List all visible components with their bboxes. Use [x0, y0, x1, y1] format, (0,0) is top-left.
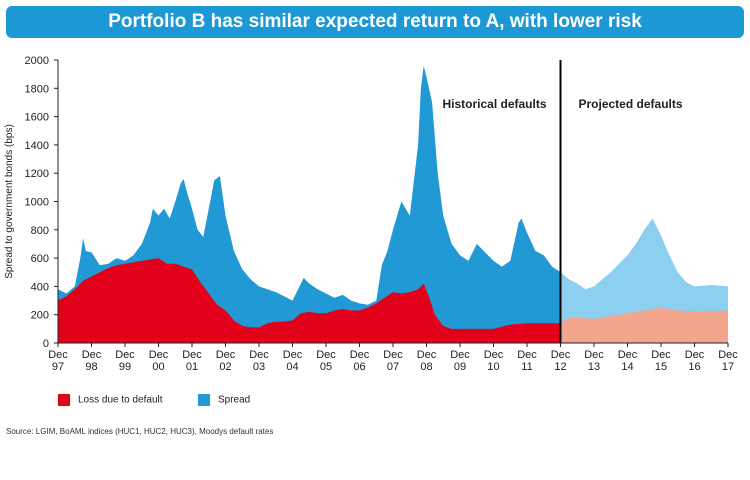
legend-swatch-loss — [58, 394, 70, 406]
axes-layer — [54, 59, 729, 347]
y-tick-label: 2000 — [25, 55, 49, 67]
x-tick-label-month: Dec — [182, 349, 202, 361]
x-tick-label-year: 12 — [554, 361, 566, 373]
x-tick-label-year: 97 — [52, 361, 64, 373]
x-tick-label-month: Dec — [283, 349, 303, 361]
annotation-historical-defaults: Historical defaults — [442, 97, 546, 111]
y-tick-label: 0 — [43, 338, 49, 350]
loss-area-layer — [58, 258, 728, 343]
x-tick-label-month: Dec — [484, 349, 504, 361]
x-tick-label-year: 05 — [320, 361, 332, 373]
x-tick-label-year: 15 — [655, 361, 667, 373]
legend-label-loss: Loss due to default — [78, 394, 163, 406]
x-tick-label-year: 01 — [186, 361, 198, 373]
legend-item-loss: Loss due to default — [58, 394, 163, 406]
x-tick-label-month: Dec — [651, 349, 671, 361]
x-tick-label-month: Dec — [584, 349, 604, 361]
y-tick-label: 1000 — [25, 197, 49, 209]
x-tick-label-month: Dec — [350, 349, 370, 361]
x-tick-label-month: Dec — [383, 349, 403, 361]
x-tick-label-month: Dec — [718, 349, 738, 361]
x-tick-label-year: 16 — [688, 361, 700, 373]
y-tick-label: 400 — [31, 281, 49, 293]
x-tick-label-year: 06 — [353, 361, 365, 373]
x-tick-label-year: 99 — [119, 361, 131, 373]
x-tick-label-year: 13 — [588, 361, 600, 373]
x-tick-label-year: 03 — [253, 361, 265, 373]
source-note: Source: LGIM, BoAML indices (HUC1, HUC2,… — [6, 427, 274, 436]
x-tick-label-month: Dec — [517, 349, 537, 361]
x-tick-label-month: Dec — [249, 349, 269, 361]
x-tick-label-year: 98 — [85, 361, 97, 373]
area-chart: 0200400600800100012001400160018002000Spr… — [4, 55, 738, 373]
x-tick-label-year: 17 — [722, 361, 734, 373]
x-tick-label-year: 09 — [454, 361, 466, 373]
y-tick-label: 600 — [31, 253, 49, 265]
x-tick-label-month: Dec — [450, 349, 470, 361]
x-tick-label-year: 11 — [521, 361, 532, 373]
x-tick-label-month: Dec — [48, 349, 68, 361]
x-tick-label-month: Dec — [149, 349, 169, 361]
loss-area-projected — [560, 307, 728, 343]
x-tick-label-month: Dec — [685, 349, 705, 361]
x-tick-label-year: 04 — [286, 361, 298, 373]
legend-item-spread: Spread — [198, 394, 250, 406]
legend-label-spread: Spread — [218, 394, 251, 406]
y-tick-label: 1600 — [25, 112, 49, 124]
y-tick-label: 200 — [31, 310, 49, 322]
x-tick-label-year: 10 — [487, 361, 499, 373]
chart-title: Portfolio B has similar expected return … — [6, 6, 744, 38]
x-tick-label-month: Dec — [316, 349, 336, 361]
labels-layer: 0200400600800100012001400160018002000Spr… — [4, 55, 738, 373]
x-tick-label-month: Dec — [115, 349, 135, 361]
y-axis-title: Spread to government bonds (bps) — [4, 124, 15, 279]
loss-area-historical — [58, 258, 561, 343]
y-tick-label: 800 — [31, 225, 49, 237]
x-tick-label-year: 08 — [420, 361, 432, 373]
x-tick-label-month: Dec — [216, 349, 236, 361]
legend-swatch-spread — [198, 394, 210, 406]
x-tick-label-month: Dec — [417, 349, 437, 361]
annotation-projected-defaults: Projected defaults — [579, 97, 683, 111]
y-tick-label: 1400 — [25, 140, 49, 152]
x-tick-label-year: 02 — [219, 361, 231, 373]
x-tick-label-year: 14 — [621, 361, 633, 373]
x-tick-label-year: 07 — [387, 361, 399, 373]
y-tick-label: 1800 — [25, 83, 49, 95]
x-tick-label-year: 00 — [152, 361, 164, 373]
x-tick-label-month: Dec — [82, 349, 102, 361]
x-tick-label-month: Dec — [551, 349, 571, 361]
x-tick-label-month: Dec — [618, 349, 638, 361]
y-tick-label: 1200 — [25, 168, 49, 180]
